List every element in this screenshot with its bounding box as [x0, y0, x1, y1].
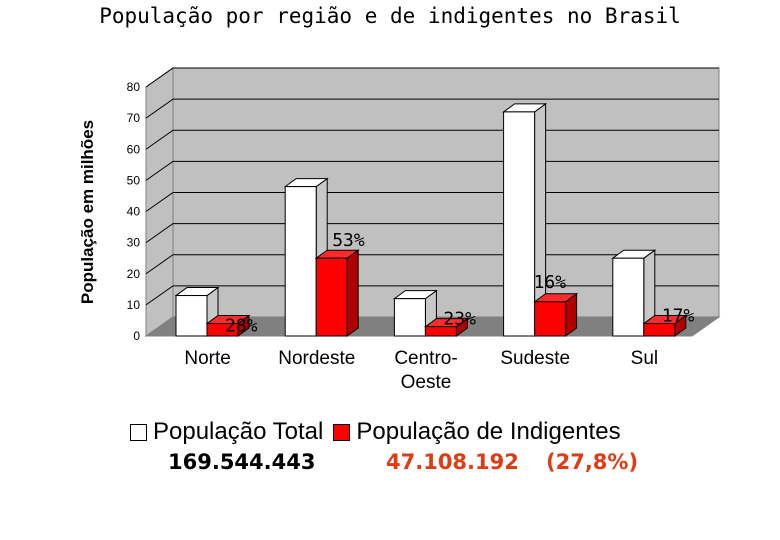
bar-populacao-total: [175, 295, 208, 337]
legend-label-indigentes: População de Indigentes: [356, 418, 621, 445]
bar-populacao-indigentes: [206, 323, 239, 337]
chart-title: População por região e de indigentes no …: [99, 4, 681, 28]
y-tick-label: 10: [127, 298, 141, 312]
y-tick-label: 0: [133, 329, 140, 343]
y-tick-label: 30: [127, 236, 141, 250]
y-axis-label: População em milhões: [78, 119, 97, 305]
x-tick-label: Sudeste: [500, 348, 570, 369]
data-label: 23%: [443, 309, 476, 330]
x-tick-label: Sul: [631, 348, 658, 369]
bar-populacao-total: [503, 111, 536, 337]
bar-populacao-total: [284, 186, 317, 337]
legend-label-total: População Total: [153, 418, 324, 445]
data-label: 16%: [534, 272, 567, 293]
y-tick-label: 60: [127, 142, 141, 156]
legend-item-total: População Total: [130, 418, 323, 446]
y-tick-label: 20: [127, 267, 141, 281]
x-tick-label: Oeste: [401, 372, 452, 393]
y-tick-label: 50: [127, 173, 141, 187]
x-tick-label: Nordeste: [278, 348, 355, 369]
gridline: [145, 67, 719, 88]
y-tick-label: 70: [127, 111, 141, 125]
data-label: 28%: [225, 316, 258, 337]
data-label: 17%: [662, 306, 695, 327]
legend-item-indigentes: População de Indigentes: [333, 418, 621, 446]
x-tick-label: Centro-: [394, 348, 457, 369]
indigent-percent-value: (27,8%): [546, 450, 639, 474]
indigent-population-value: 47.108.192: [386, 450, 519, 474]
bar-populacao-indigentes: [424, 326, 457, 337]
total-population-value: 169.544.443: [168, 450, 316, 474]
x-tick-label: Norte: [184, 348, 230, 369]
y-tick-label: 40: [127, 205, 141, 219]
gridline: [145, 98, 719, 119]
legend: População Total População de Indigentes: [130, 418, 631, 446]
legend-swatch-indigentes: [333, 423, 351, 441]
data-label: 53%: [332, 230, 365, 251]
bar-populacao-total: [393, 298, 426, 337]
bar-populacao-indigentes: [534, 301, 567, 337]
legend-swatch-total: [130, 423, 147, 441]
bar-populacao-total: [612, 257, 645, 337]
bar-populacao-indigentes-side: [346, 249, 359, 337]
bar-populacao-indigentes: [315, 257, 348, 337]
y-tick-label: 80: [127, 80, 141, 94]
bar-populacao-indigentes: [643, 323, 676, 337]
